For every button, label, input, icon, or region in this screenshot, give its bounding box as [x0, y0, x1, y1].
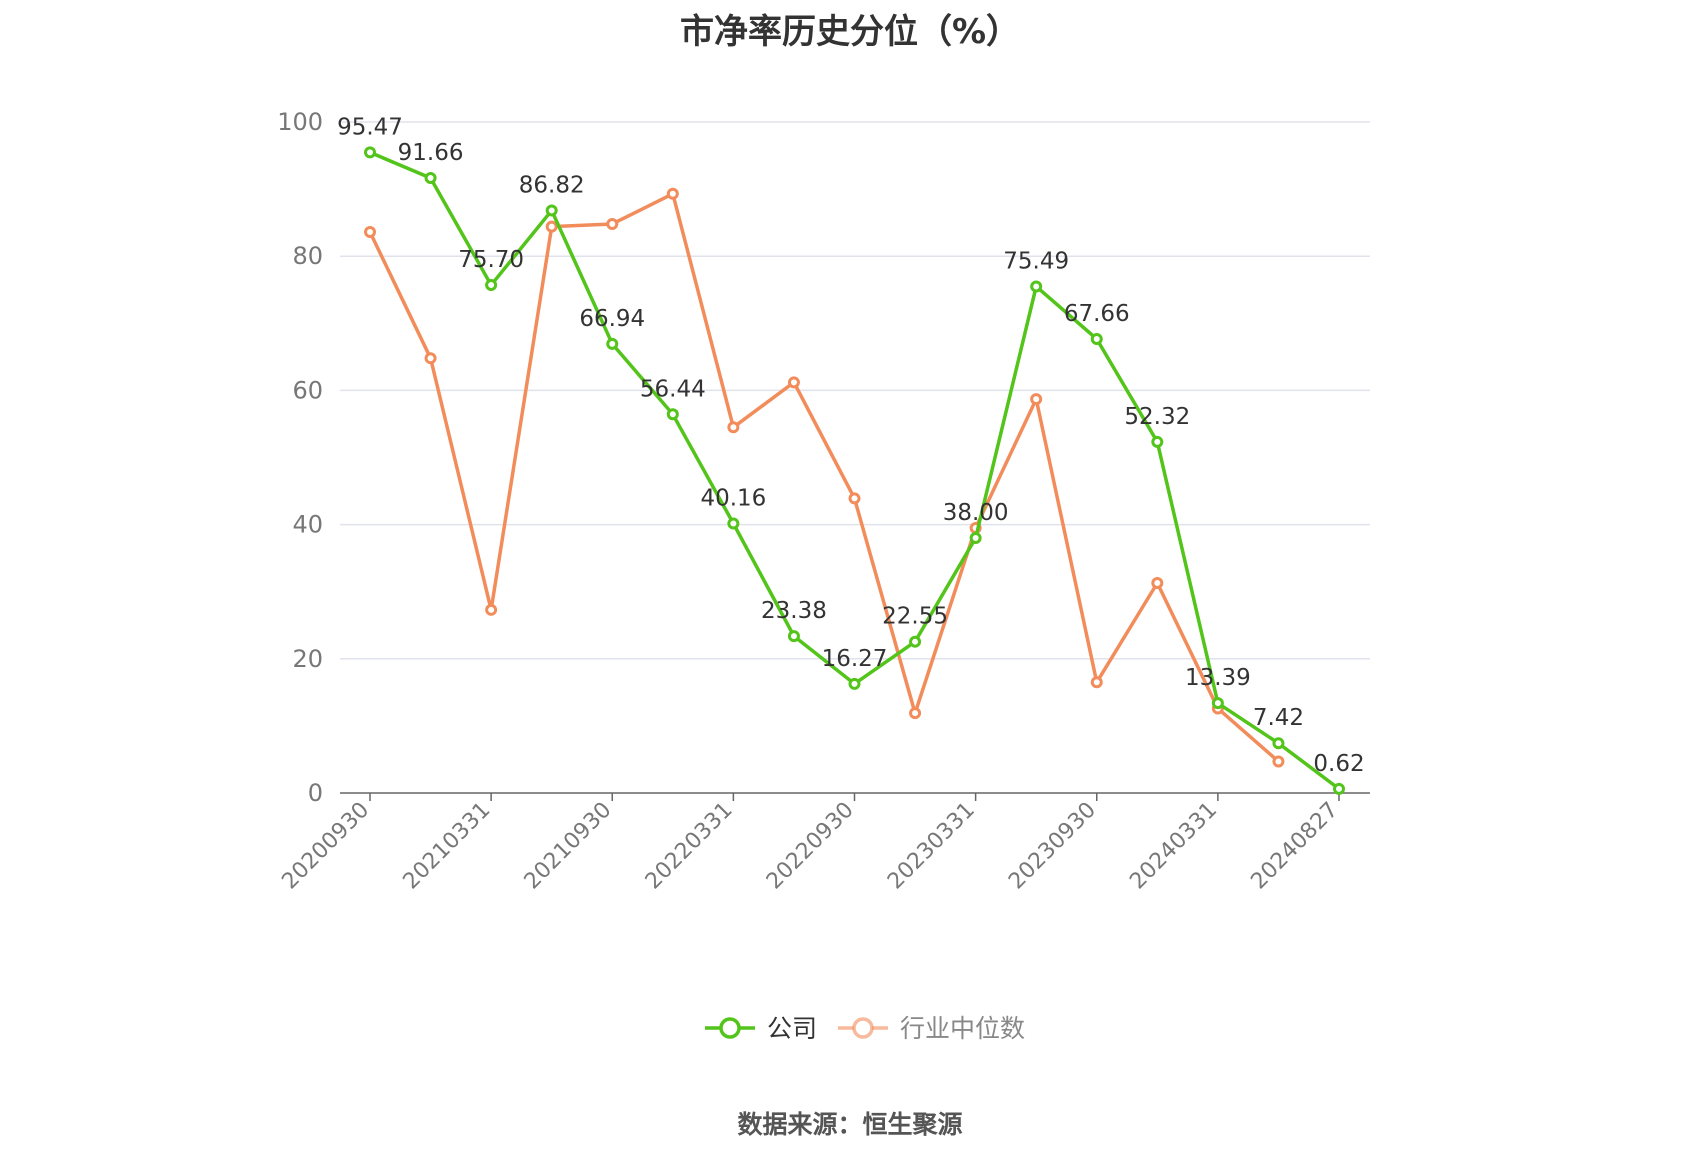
- y-tick-label: 100: [277, 108, 323, 136]
- x-tick-label: 20210930: [520, 798, 617, 895]
- data-point: [545, 220, 558, 233]
- data-label: 86.82: [519, 172, 585, 198]
- x-tick-label: 20230331: [883, 798, 980, 895]
- data-point: [1272, 737, 1285, 750]
- data-point: [1151, 576, 1164, 589]
- data-point: [545, 204, 558, 217]
- y-tick-label: 80: [292, 242, 323, 270]
- x-tick-label: 20240827: [1246, 798, 1343, 895]
- data-label: 95.47: [337, 114, 403, 140]
- data-point: [787, 630, 800, 643]
- data-label: 91.66: [398, 140, 464, 166]
- y-tick-label: 60: [292, 376, 323, 404]
- x-tick-label: 20210331: [399, 798, 496, 895]
- data-point: [606, 337, 619, 350]
- data-point: [606, 217, 619, 230]
- data-point: [1151, 435, 1164, 448]
- y-tick-label: 40: [292, 511, 323, 539]
- data-point: [909, 707, 922, 720]
- data-label: 66.94: [579, 306, 645, 332]
- x-tick-label: 20200930: [277, 798, 374, 895]
- legend-marker: [852, 1017, 874, 1039]
- data-source: 数据来源：恒生聚源: [737, 1110, 963, 1139]
- data-point: [485, 279, 498, 292]
- data-point: [727, 517, 740, 530]
- data-label: 16.27: [822, 646, 888, 672]
- legend-label: 行业中位数: [900, 1014, 1025, 1043]
- data-point: [909, 635, 922, 648]
- data-label: 75.49: [1003, 248, 1069, 274]
- data-point: [424, 171, 437, 184]
- data-label: 52.32: [1124, 404, 1190, 430]
- data-label: 40.16: [700, 486, 766, 512]
- x-tick-label: 20220331: [641, 798, 738, 895]
- legend-marker: [719, 1017, 741, 1039]
- data-label: 75.70: [458, 247, 524, 273]
- data-point: [848, 677, 861, 690]
- data-point: [1211, 697, 1224, 710]
- x-tick-label: 20240331: [1125, 798, 1222, 895]
- data-label: 13.39: [1185, 665, 1251, 691]
- data-label: 38.00: [943, 500, 1009, 526]
- data-point: [1090, 676, 1103, 689]
- chart-title: 市净率历史分位（%）: [679, 12, 1021, 52]
- x-tick-label: 20220930: [762, 798, 859, 895]
- data-point: [666, 187, 679, 200]
- data-point: [1090, 333, 1103, 346]
- data-label: 67.66: [1064, 301, 1130, 327]
- y-tick-label: 20: [292, 645, 323, 673]
- y-tick-label: 0: [308, 779, 323, 807]
- data-point: [424, 352, 437, 365]
- data-point: [787, 376, 800, 389]
- data-point: [848, 492, 861, 505]
- data-point: [727, 421, 740, 434]
- data-label: 56.44: [640, 376, 706, 402]
- data-label: 7.42: [1253, 705, 1304, 731]
- data-point: [969, 532, 982, 545]
- series-line-industry: [368, 192, 1280, 763]
- data-label: 0.62: [1313, 751, 1364, 777]
- data-point: [1030, 393, 1043, 406]
- data-point: [1333, 782, 1345, 795]
- x-tick-label: 20230930: [1004, 798, 1101, 895]
- legend-label: 公司: [767, 1014, 817, 1043]
- data-point: [1030, 280, 1043, 293]
- data-label: 22.55: [882, 604, 948, 630]
- data-point: [485, 603, 498, 616]
- data-point: [364, 146, 376, 159]
- data-point: [666, 408, 679, 421]
- data-label: 23.38: [761, 598, 827, 624]
- data-point: [364, 226, 376, 239]
- data-point: [1272, 755, 1285, 768]
